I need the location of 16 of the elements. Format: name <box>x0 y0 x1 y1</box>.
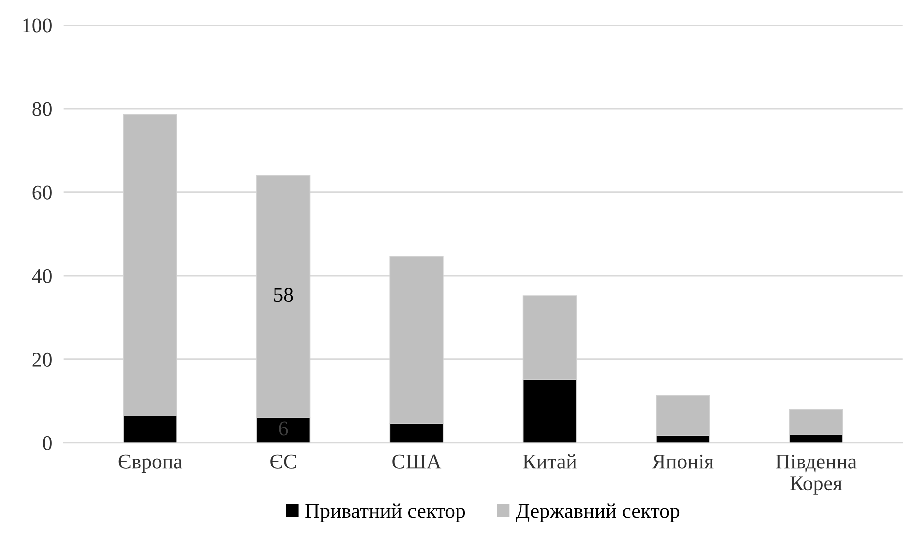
x-tick-label: Європа <box>118 454 183 474</box>
y-tick-label: 0 <box>43 436 52 450</box>
legend-label: Державний сектор <box>516 504 680 522</box>
y-tick-label: 100 <box>23 18 52 33</box>
legend-label: Приватний сектор <box>306 504 466 522</box>
y-tick-label: 80 <box>32 102 52 116</box>
x-tick-label: Південна Корея <box>776 454 857 495</box>
y-tick-label: 20 <box>32 352 52 367</box>
x-tick-label: ЄС <box>270 454 296 469</box>
y-tick-label: 40 <box>32 269 52 284</box>
y-tick-label: 60 <box>32 186 52 200</box>
data-label: 6 <box>279 422 288 436</box>
x-tick-label: Японія <box>652 454 714 469</box>
x-tick-label: Китай <box>523 454 577 469</box>
data-label: 58 <box>274 288 294 302</box>
x-tick-label: США <box>392 454 442 469</box>
